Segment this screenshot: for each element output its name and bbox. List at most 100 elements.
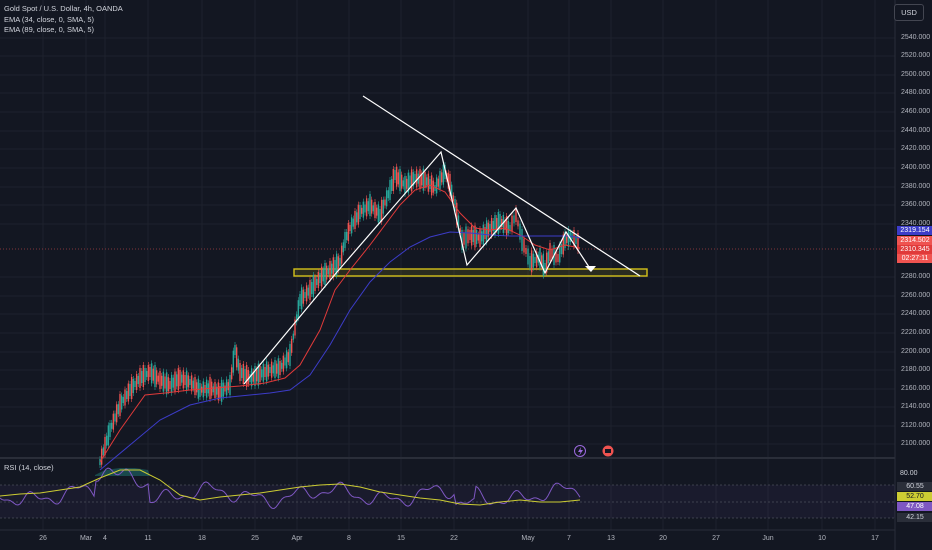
candle-body bbox=[380, 199, 383, 222]
candle-body bbox=[459, 228, 461, 235]
price-axis-label: 2440.000 bbox=[901, 127, 931, 134]
rsi-legend[interactable]: RSI (14, close) bbox=[4, 463, 54, 472]
candle-body bbox=[262, 363, 265, 382]
candle-body bbox=[500, 219, 503, 227]
candle-body bbox=[360, 207, 363, 214]
candle-body bbox=[324, 263, 326, 285]
earnings-icon[interactable] bbox=[602, 445, 614, 457]
candle-body bbox=[540, 255, 543, 268]
candle-body bbox=[247, 370, 250, 384]
candle-body bbox=[119, 394, 121, 416]
price-axis-label: 2540.000 bbox=[901, 34, 931, 41]
price-axis-label: 2280.000 bbox=[901, 273, 931, 280]
candle-body bbox=[530, 250, 533, 273]
candle-body bbox=[265, 361, 268, 382]
candle-body bbox=[117, 404, 120, 415]
candle-body bbox=[334, 260, 336, 272]
candle-body bbox=[159, 371, 161, 389]
candle-body bbox=[424, 172, 426, 188]
candle-body bbox=[385, 190, 388, 207]
candle-body bbox=[277, 358, 280, 379]
candle-body bbox=[134, 381, 136, 387]
candle-body bbox=[162, 371, 165, 392]
candle-body bbox=[354, 211, 356, 229]
price-axis-label: 2460.000 bbox=[901, 108, 931, 115]
candle-body bbox=[362, 201, 365, 218]
ema-89-legend[interactable]: EMA (89, close, 0, SMA, 5) bbox=[4, 25, 95, 34]
candle-body bbox=[564, 232, 566, 248]
time-axis[interactable]: 26 Mar 4 11 18 25 Apr 8 15 22 May 7 13 20 27 Jun 10 17 bbox=[0, 533, 895, 550]
candle-body bbox=[142, 365, 145, 387]
candle-body bbox=[260, 369, 263, 378]
candle-body bbox=[440, 172, 443, 183]
candle-body bbox=[235, 347, 238, 368]
candle-body bbox=[557, 254, 559, 262]
candle-body bbox=[555, 250, 557, 263]
lightning-icon[interactable] bbox=[574, 445, 586, 457]
candle-body bbox=[434, 185, 436, 191]
candle-body bbox=[457, 215, 460, 230]
candle-body bbox=[200, 386, 203, 393]
candle-body bbox=[229, 375, 231, 395]
candle-body bbox=[230, 367, 233, 380]
currency-button[interactable]: USD bbox=[894, 4, 924, 21]
time-axis-label: 27 bbox=[712, 535, 720, 542]
candle-body bbox=[547, 251, 550, 264]
downtrend-line bbox=[362, 95, 641, 277]
impulse-leg-drawing bbox=[243, 150, 592, 385]
candle-body bbox=[415, 169, 418, 188]
candle-body bbox=[456, 202, 458, 225]
candle-body bbox=[495, 218, 498, 230]
support-zone[interactable] bbox=[293, 268, 648, 277]
price-axis-label: 2480.000 bbox=[901, 89, 931, 96]
price-axis[interactable]: 2540.000 2520.000 2500.000 2480.000 2460.000… bbox=[895, 0, 932, 458]
ema-89-line bbox=[99, 231, 581, 471]
candle-body bbox=[577, 233, 579, 251]
candle-body bbox=[182, 370, 185, 389]
candle-body bbox=[327, 268, 330, 275]
legend: Gold Spot / U.S. Dollar, 4h, OANDA EMA (… bbox=[4, 4, 123, 36]
candle-body bbox=[274, 360, 276, 378]
candle-body bbox=[467, 229, 469, 244]
candle-body bbox=[192, 380, 195, 389]
ema-34-legend[interactable]: EMA (34, close, 0, SMA, 5) bbox=[4, 14, 95, 24]
candle-body bbox=[492, 221, 495, 231]
candle-body bbox=[160, 375, 163, 386]
candle-body bbox=[497, 212, 500, 234]
candle-body bbox=[337, 256, 340, 271]
rsi-ma-badge: 52.70 bbox=[897, 492, 932, 501]
candle-body bbox=[304, 292, 306, 298]
candle-body bbox=[350, 217, 353, 234]
price-axis-label: 2520.000 bbox=[901, 52, 931, 59]
candle-body bbox=[529, 256, 531, 268]
candle-body bbox=[249, 374, 251, 382]
candle-body bbox=[199, 383, 201, 397]
candle-body bbox=[184, 375, 186, 385]
candle-body bbox=[312, 275, 315, 297]
symbol-title[interactable]: Gold Spot / U.S. Dollar, 4h, OANDA bbox=[4, 4, 123, 13]
candle-body bbox=[285, 350, 288, 369]
candle-body bbox=[217, 382, 220, 401]
candle-body bbox=[292, 333, 295, 340]
candle-body bbox=[125, 391, 128, 399]
candle-body bbox=[340, 245, 343, 264]
candle-body bbox=[279, 361, 281, 375]
candle-body bbox=[392, 169, 395, 191]
candle-body bbox=[127, 383, 130, 402]
candle-body bbox=[452, 195, 455, 202]
candle-body bbox=[289, 344, 291, 366]
price-axis-label: 2360.000 bbox=[901, 201, 931, 208]
candle-body bbox=[461, 230, 463, 250]
candle-body bbox=[112, 413, 115, 430]
price-axis-label: 2260.000 bbox=[901, 292, 931, 299]
candle-body bbox=[175, 374, 178, 387]
time-axis-label: 7 bbox=[567, 535, 571, 542]
candle-body bbox=[180, 374, 183, 383]
candle-body bbox=[185, 370, 188, 391]
candle-body bbox=[282, 355, 285, 372]
candle-body bbox=[129, 384, 131, 396]
candle-body bbox=[560, 244, 563, 254]
candle-body bbox=[189, 379, 191, 385]
candle-body bbox=[390, 179, 393, 191]
